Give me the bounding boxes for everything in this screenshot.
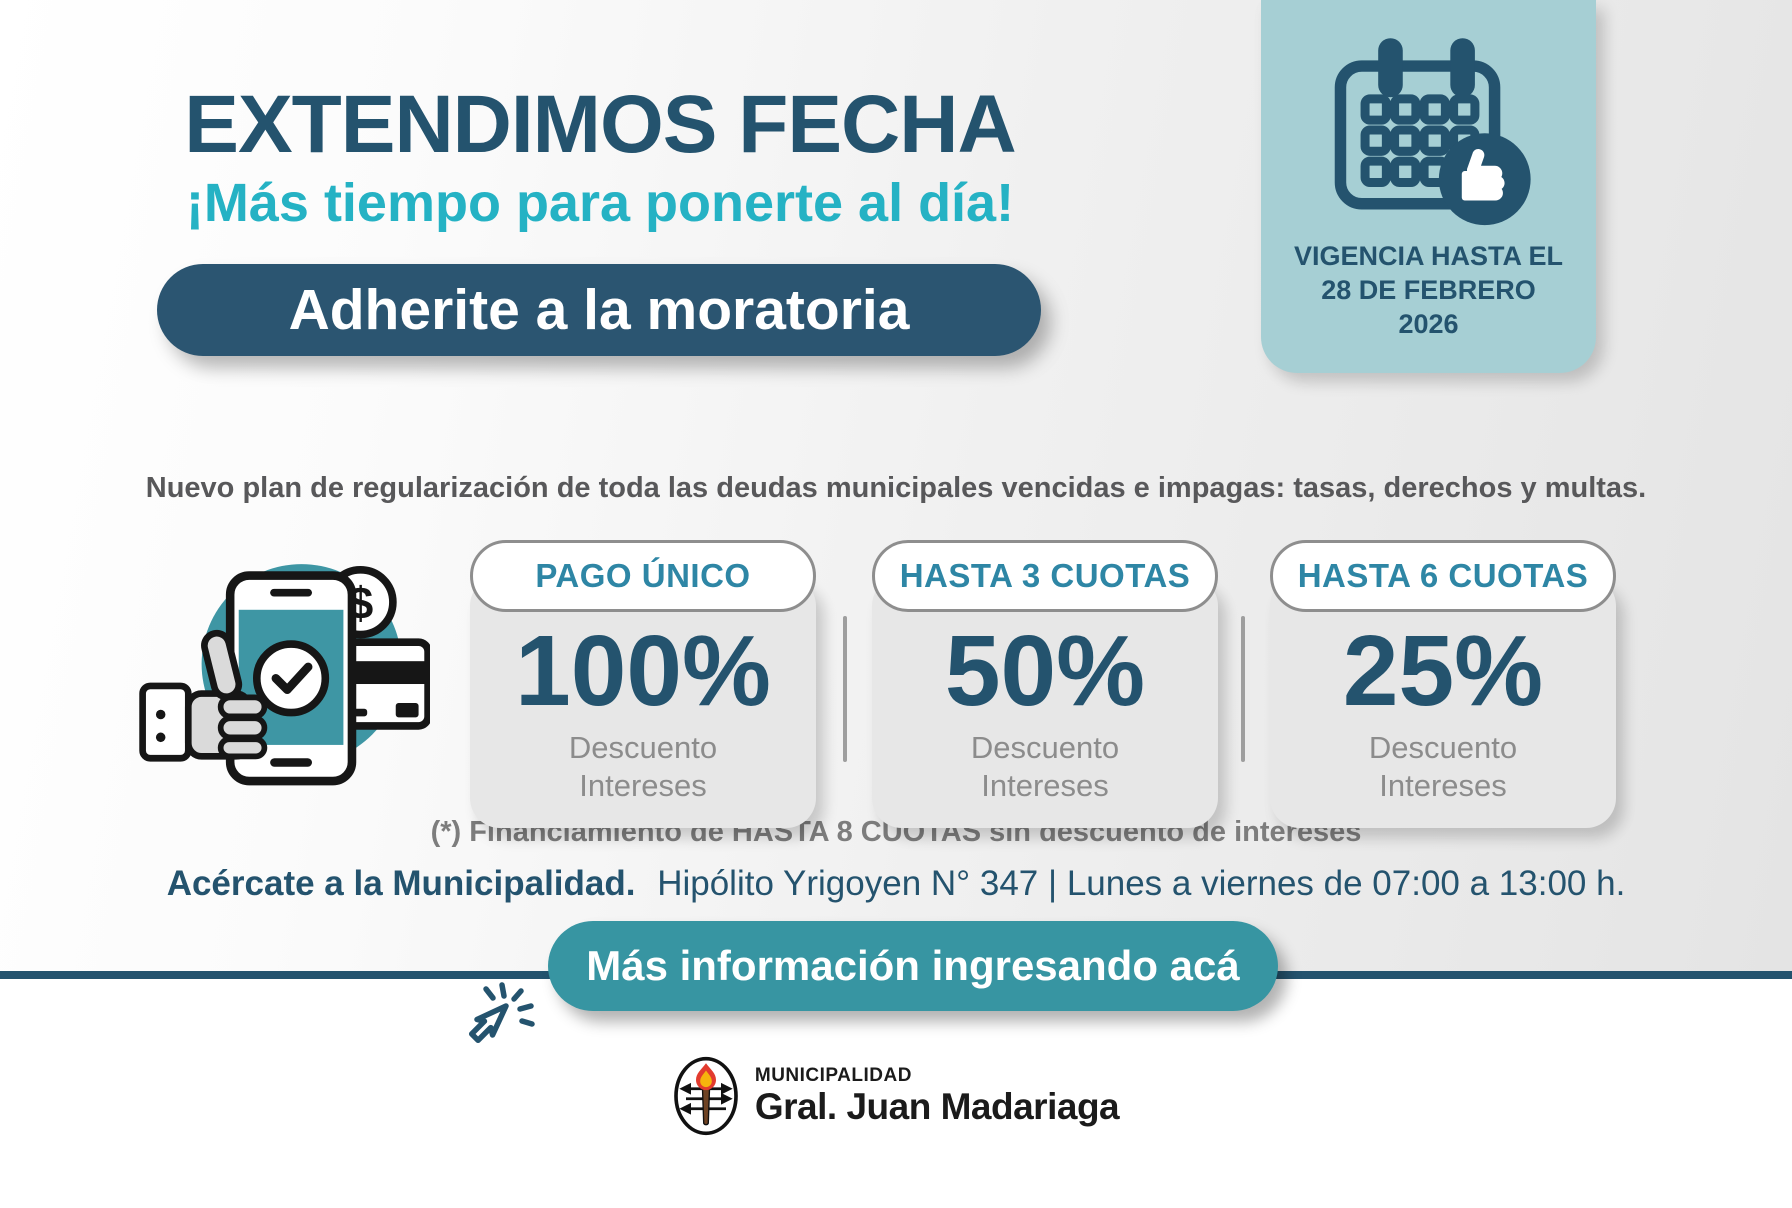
address-line: Acércate a la Municipalidad. Hipólito Yr… bbox=[0, 864, 1792, 904]
moratoria-banner: Adherite a la moratoria bbox=[157, 264, 1041, 356]
page-title: EXTENDIMOS FECHA bbox=[184, 79, 1016, 170]
footer-logo: MUNICIPALIDAD Gral. Juan Madariaga bbox=[0, 1056, 1792, 1136]
validity-text: VIGENCIA HASTA EL 28 DE FEBRERO 2026 bbox=[1261, 239, 1596, 341]
municipality-crest-icon bbox=[674, 1056, 738, 1136]
page-subtitle: ¡Más tiempo para ponerte al día! bbox=[185, 173, 1015, 233]
footer-city: Gral. Juan Madariaga bbox=[754, 1086, 1120, 1127]
calendar-thumbsup-icon bbox=[1334, 38, 1531, 226]
plan-percent: 100% bbox=[515, 615, 771, 727]
plan-label: PAGO ÚNICO bbox=[535, 557, 751, 594]
plan-label-pill: PAGO ÚNICO bbox=[470, 540, 816, 612]
plan-card-3-cuotas: HASTA 3 CUOTAS 50% Descuento Intereses bbox=[872, 540, 1218, 828]
background-bottom bbox=[0, 979, 1792, 1208]
plan-percent: 50% bbox=[944, 615, 1146, 727]
plan-description: Descuento Intereses bbox=[1368, 730, 1518, 803]
intro-text: Nuevo plan de regularización de toda las… bbox=[145, 472, 1647, 504]
plan-label-pill: HASTA 3 CUOTAS bbox=[872, 540, 1218, 612]
plan-label-pill: HASTA 6 CUOTAS bbox=[1270, 540, 1616, 612]
validity-line2: 28 DE FEBRERO bbox=[1321, 275, 1536, 305]
plan-description: Descuento Intereses bbox=[970, 730, 1120, 803]
plan-label: HASTA 3 CUOTAS bbox=[899, 557, 1191, 594]
plan-card-pago-unico: PAGO ÚNICO 100% Descuento Intereses bbox=[470, 540, 816, 828]
plan-body: 50% Descuento Intereses bbox=[872, 576, 1218, 828]
footer-text: MUNICIPALIDAD Gral. Juan Madariaga bbox=[754, 1065, 1120, 1127]
plan-body: 100% Descuento Intereses bbox=[470, 576, 816, 828]
plan-label: HASTA 6 CUOTAS bbox=[1297, 557, 1589, 594]
footer-org: MUNICIPALIDAD bbox=[754, 1065, 912, 1086]
plan-description: Descuento Intereses bbox=[568, 730, 718, 803]
phone-payment-icon: $ bbox=[139, 564, 430, 786]
address-lead: Acércate a la Municipalidad. bbox=[166, 864, 636, 903]
validity-line3: 2026 bbox=[1398, 309, 1459, 339]
validity-line1: VIGENCIA HASTA EL bbox=[1293, 241, 1563, 271]
more-info-button-label: Más información ingresando acá bbox=[586, 942, 1240, 989]
plan-percent: 25% bbox=[1342, 615, 1544, 727]
card-divider bbox=[843, 616, 847, 762]
card-divider bbox=[1241, 616, 1245, 762]
more-info-button[interactable]: Más información ingresando acá bbox=[548, 921, 1278, 1011]
plan-body: 25% Descuento Intereses bbox=[1270, 576, 1616, 828]
address-detail: Hipólito Yrigoyen N° 347 | Lunes a viern… bbox=[657, 864, 1626, 903]
header-block: EXTENDIMOS FECHA ¡Más tiempo para ponert… bbox=[150, 79, 1050, 233]
click-cursor-icon bbox=[468, 982, 535, 1044]
moratoria-banner-label: Adherite a la moratoria bbox=[288, 278, 910, 342]
plan-card-6-cuotas: HASTA 6 CUOTAS 25% Descuento Intereses bbox=[1270, 540, 1616, 828]
validity-box: VIGENCIA HASTA EL 28 DE FEBRERO 2026 bbox=[1261, 0, 1596, 373]
